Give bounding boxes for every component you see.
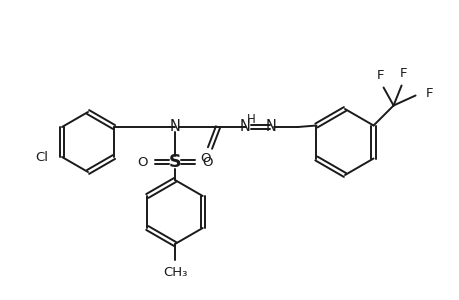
Text: CH₃: CH₃ bbox=[162, 266, 187, 279]
Text: O: O bbox=[137, 155, 148, 169]
Text: S: S bbox=[168, 153, 181, 171]
Text: F: F bbox=[399, 67, 406, 80]
Text: O: O bbox=[202, 155, 212, 169]
Text: F: F bbox=[376, 68, 383, 82]
Text: H: H bbox=[246, 112, 255, 125]
Text: N: N bbox=[265, 118, 276, 134]
Text: Cl: Cl bbox=[35, 151, 48, 164]
Text: F: F bbox=[425, 87, 432, 100]
Text: N: N bbox=[169, 118, 180, 134]
Text: N: N bbox=[239, 118, 250, 134]
Text: O: O bbox=[200, 152, 211, 165]
